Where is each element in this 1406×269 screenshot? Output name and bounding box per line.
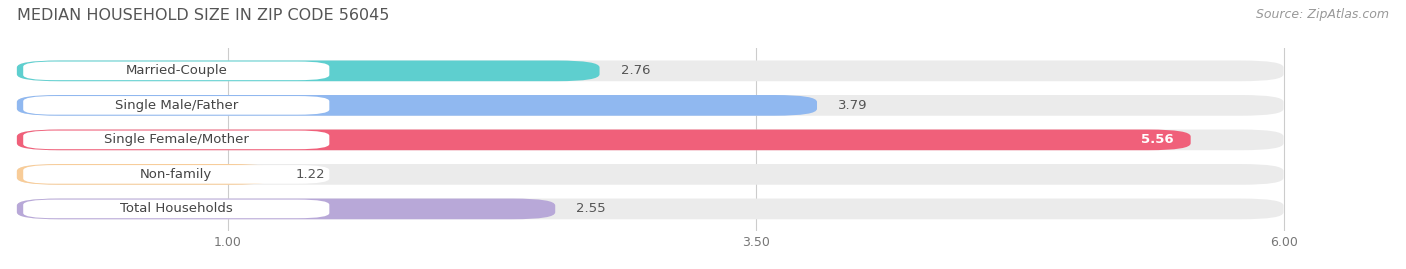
FancyBboxPatch shape: [17, 199, 1284, 219]
FancyBboxPatch shape: [17, 164, 274, 185]
FancyBboxPatch shape: [17, 130, 1284, 150]
FancyBboxPatch shape: [24, 130, 329, 149]
FancyBboxPatch shape: [24, 62, 329, 80]
Text: Source: ZipAtlas.com: Source: ZipAtlas.com: [1256, 8, 1389, 21]
Text: Single Female/Mother: Single Female/Mother: [104, 133, 249, 146]
FancyBboxPatch shape: [24, 200, 329, 218]
FancyBboxPatch shape: [17, 61, 1284, 81]
FancyBboxPatch shape: [24, 96, 329, 115]
FancyBboxPatch shape: [17, 61, 599, 81]
Text: 1.22: 1.22: [295, 168, 325, 181]
FancyBboxPatch shape: [17, 164, 1284, 185]
Text: Married-Couple: Married-Couple: [125, 64, 228, 77]
Text: 2.76: 2.76: [620, 64, 650, 77]
FancyBboxPatch shape: [17, 199, 555, 219]
Text: 5.56: 5.56: [1142, 133, 1174, 146]
FancyBboxPatch shape: [17, 95, 817, 116]
Text: Non-family: Non-family: [141, 168, 212, 181]
Text: Total Households: Total Households: [120, 202, 232, 215]
Text: MEDIAN HOUSEHOLD SIZE IN ZIP CODE 56045: MEDIAN HOUSEHOLD SIZE IN ZIP CODE 56045: [17, 8, 389, 23]
Text: 2.55: 2.55: [576, 202, 606, 215]
FancyBboxPatch shape: [17, 95, 1284, 116]
FancyBboxPatch shape: [17, 130, 1191, 150]
Text: 3.79: 3.79: [838, 99, 868, 112]
Text: Single Male/Father: Single Male/Father: [115, 99, 238, 112]
FancyBboxPatch shape: [24, 165, 329, 184]
